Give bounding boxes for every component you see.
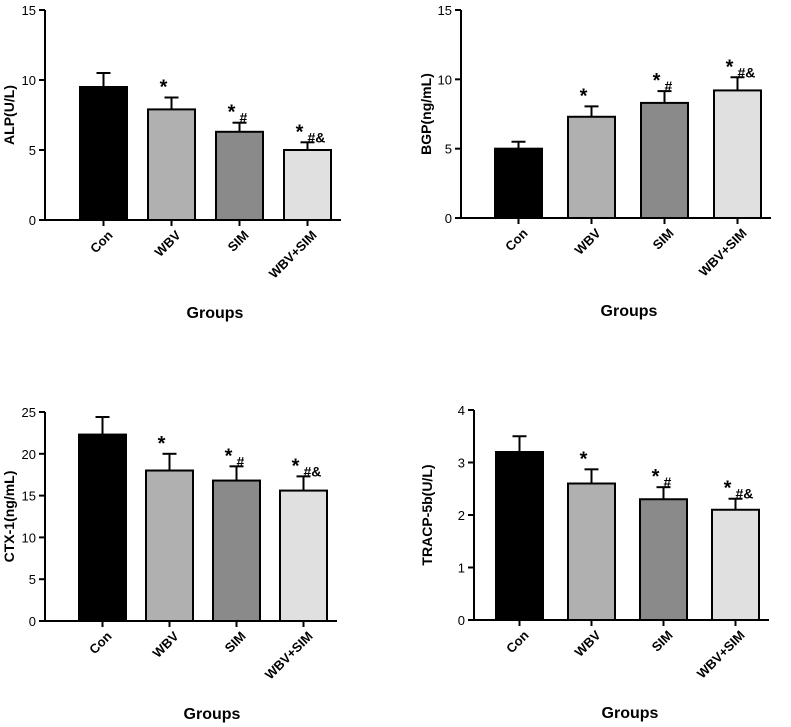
significance-star: * [580, 448, 588, 470]
significance-marks: # [664, 474, 672, 490]
y-tick-label: 1 [458, 561, 465, 576]
y-tick-label: 15 [22, 489, 36, 504]
bar-wbv-sim [279, 489, 328, 623]
significance-star: * [296, 121, 304, 143]
x-tick-label: WBV+SIM [266, 228, 320, 282]
significance-star: * [580, 85, 588, 107]
y-axis-title: CTX-1(ng/mL) [1, 471, 17, 563]
bar-sim [212, 479, 261, 622]
bar-wbv [147, 108, 196, 221]
significance-star: * [724, 478, 732, 500]
x-tick-label: Con [86, 628, 115, 657]
x-axis-title: Groups [601, 303, 658, 320]
y-tick-label: 0 [458, 613, 465, 628]
significance-star: * [652, 466, 660, 488]
y-tick-label: 5 [445, 142, 452, 157]
x-tick-label: SIM [649, 628, 676, 655]
bar-con [495, 451, 544, 621]
significance-marks: #& [736, 486, 754, 502]
x-tick-label: WBV [150, 628, 182, 660]
significance-star: * [726, 56, 734, 78]
y-tick-label: 20 [22, 447, 36, 462]
significance-star: * [292, 455, 300, 477]
y-tick-label: 10 [438, 72, 452, 87]
y-tick-label: 4 [458, 403, 465, 418]
y-tick-label: 5 [29, 143, 36, 158]
bar-sim [639, 498, 688, 621]
x-tick-label: WBV [152, 227, 184, 259]
y-tick-label: 2 [458, 508, 465, 523]
bar-wbv-sim [711, 508, 760, 621]
bar-con [494, 147, 543, 220]
significance-marks: #& [308, 129, 326, 145]
y-axis-title: ALP(U/L) [1, 85, 17, 145]
bar-sim [640, 101, 689, 219]
y-tick-label: 15 [22, 3, 36, 18]
x-tick-label: WBV [572, 225, 604, 257]
significance-star: * [225, 445, 233, 467]
x-tick-label: Con [502, 225, 531, 254]
y-tick-label: 0 [445, 211, 452, 226]
significance-marks: #& [738, 64, 756, 80]
y-tick-label: 3 [458, 456, 465, 471]
x-tick-label: SIM [650, 226, 677, 253]
y-tick-label: 0 [29, 213, 36, 228]
significance-star: * [160, 77, 168, 99]
significance-star: * [228, 102, 236, 124]
y-tick-label: 10 [22, 530, 36, 545]
y-axis-title: TRACP-5b(U/L) [419, 464, 435, 565]
x-tick-label: WBV+SIM [262, 629, 316, 683]
bar-con [78, 433, 127, 622]
x-tick-label: WBV+SIM [696, 226, 750, 280]
bar-wbv-sim [713, 89, 762, 219]
significance-star: * [653, 70, 661, 92]
x-tick-label: Con [87, 227, 116, 256]
x-axis-title: Groups [602, 705, 659, 722]
significance-marks: # [237, 453, 245, 469]
y-tick-label: 15 [438, 3, 452, 18]
bar-wbv [567, 482, 616, 621]
y-axis-title: BGP(ng/mL) [418, 73, 434, 155]
y-tick-label: 0 [29, 614, 36, 629]
significance-marks: # [665, 78, 673, 94]
bar-wbv [567, 115, 616, 219]
y-tick-label: 10 [22, 73, 36, 88]
y-tick-label: 5 [29, 572, 36, 587]
y-tick-label: 25 [22, 405, 36, 420]
x-tick-label: WBV [572, 627, 604, 659]
significance-star: * [158, 433, 166, 455]
x-tick-label: SIM [222, 629, 249, 656]
x-axis-title: Groups [184, 706, 241, 723]
significance-marks: #& [304, 463, 322, 479]
significance-marks: # [240, 110, 248, 126]
x-tick-label: WBV+SIM [694, 628, 748, 682]
bar-wbv-sim [283, 149, 332, 221]
x-tick-label: SIM [225, 228, 252, 255]
bar-sim [215, 130, 264, 221]
x-tick-label: Con [503, 627, 532, 656]
x-axis-title: Groups [187, 305, 244, 322]
bar-con [79, 86, 128, 221]
bar-wbv [145, 469, 194, 622]
